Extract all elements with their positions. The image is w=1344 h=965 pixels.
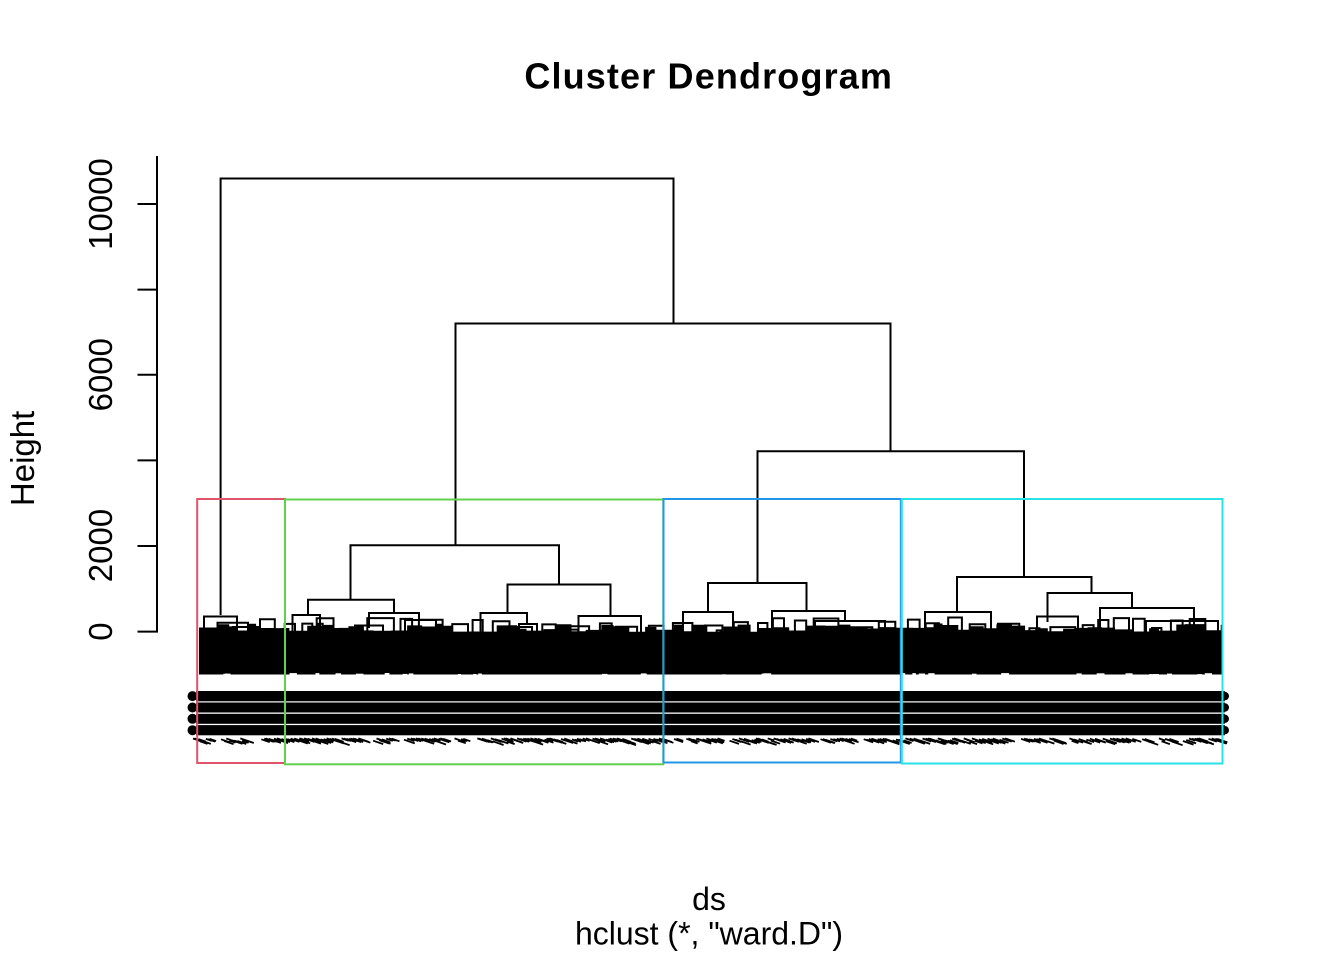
svg-text:6000: 6000	[82, 338, 119, 411]
svg-text:2000: 2000	[82, 509, 119, 582]
svg-text:Height: Height	[4, 411, 41, 506]
svg-text:hclust (*, "ward.D"): hclust (*, "ward.D")	[575, 915, 843, 951]
svg-text:0: 0	[82, 622, 119, 640]
svg-text:10000: 10000	[82, 158, 119, 250]
svg-text:ds: ds	[692, 881, 726, 917]
svg-text:Cluster Dendrogram: Cluster Dendrogram	[524, 55, 893, 96]
